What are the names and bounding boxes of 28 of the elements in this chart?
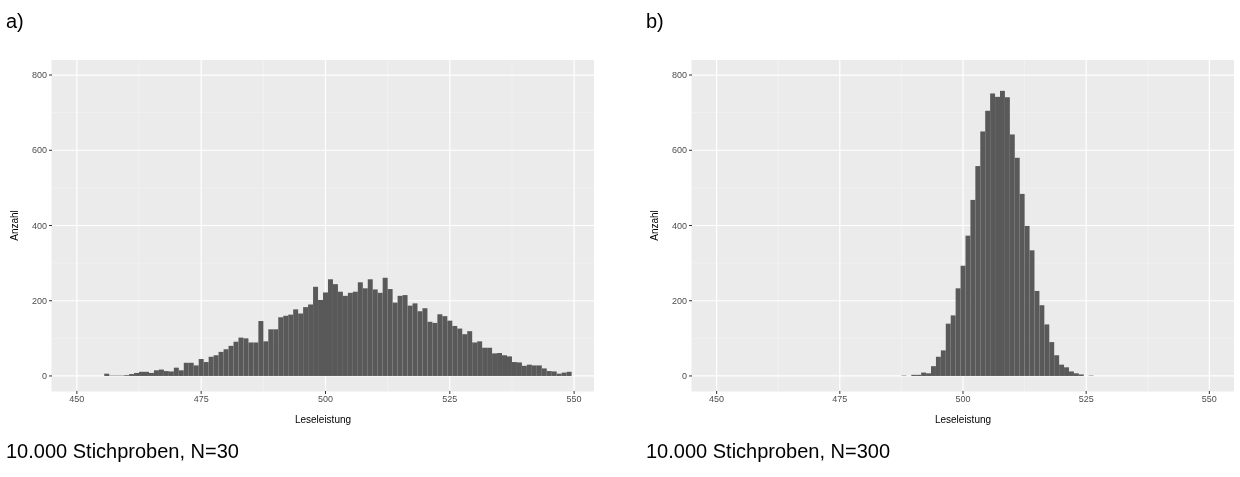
x-axis-title: Leseleistung xyxy=(294,414,352,425)
x-tick-label: 525 xyxy=(1078,394,1094,405)
y-axis-title: Anzahl xyxy=(8,210,20,241)
x-tick-label: 475 xyxy=(193,394,209,405)
chart-title: a) xyxy=(6,10,24,33)
y-tick-label: 600 xyxy=(31,145,47,156)
y-tick-label: 600 xyxy=(671,145,687,156)
y-tick-label: 400 xyxy=(671,220,687,231)
text: 10.000 Stichproben, N=30 xyxy=(6,440,239,463)
y-tick-label: 200 xyxy=(31,295,47,306)
y-tick-label: 800 xyxy=(671,70,687,81)
y-tick-label: 400 xyxy=(31,220,47,231)
x-tick-label: 450 xyxy=(709,394,725,405)
y-tick-label: 0 xyxy=(681,371,687,382)
y-axis-title: Anzahl xyxy=(648,210,660,241)
x-tick-label: 525 xyxy=(442,394,458,405)
x-tick-label: 500 xyxy=(955,394,971,405)
x-tick-label: 550 xyxy=(566,394,582,405)
x-tick-label: 450 xyxy=(69,394,85,405)
y-tick-label: 200 xyxy=(671,295,687,306)
text: 10.000 Stichproben, N=300 xyxy=(646,440,891,463)
x-tick-label: 550 xyxy=(1201,394,1217,405)
x-tick-label: 475 xyxy=(832,394,848,405)
y-tick-label: 800 xyxy=(31,70,47,81)
chart-title: b) xyxy=(646,10,664,33)
x-axis-title: Leseleistung xyxy=(934,414,992,425)
x-tick-label: 500 xyxy=(317,394,333,405)
y-tick-label: 0 xyxy=(41,371,47,382)
